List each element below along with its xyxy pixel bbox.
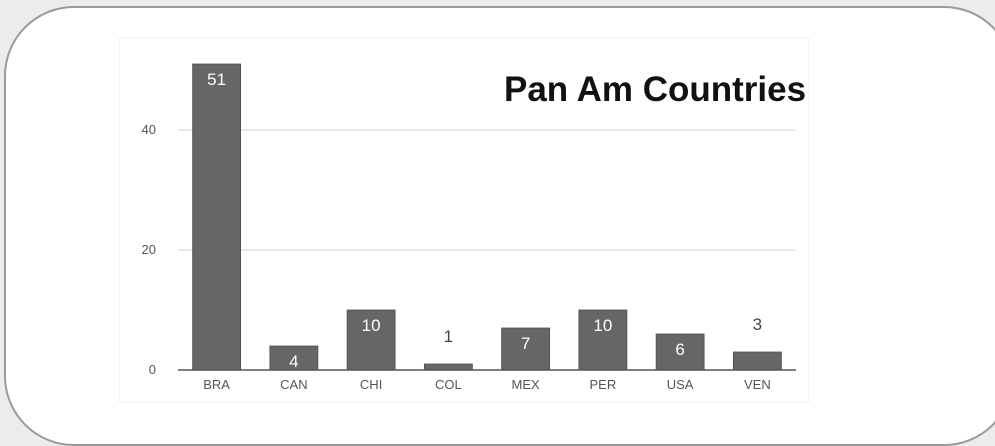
data-labels: 51 4 10 1 7 10 6 3 (207, 70, 762, 371)
data-label: 6 (675, 340, 684, 359)
data-label: 10 (362, 316, 381, 335)
data-label: 3 (753, 315, 762, 334)
bar-chart: 51 4 10 1 7 10 6 3 0 20 40 BRA CAN CHI COL MEX PER USA VE… (142, 63, 806, 392)
x-tick-label: MEX (512, 377, 541, 392)
chart-title: Pan Am Countries (504, 70, 806, 109)
gridlines (178, 129, 796, 251)
bar-bra (192, 63, 242, 371)
y-tick-label: 20 (142, 242, 156, 257)
bars (192, 63, 782, 371)
x-tick-label: COL (435, 377, 462, 392)
data-label: 1 (444, 327, 453, 346)
x-tick-label: CHI (360, 377, 382, 392)
x-tick-label: VEN (744, 377, 771, 392)
bar-col (423, 363, 473, 371)
bar-ven (732, 351, 782, 371)
axes: 0 20 40 BRA CAN CHI COL MEX PER USA VEN (142, 122, 796, 392)
data-label: 7 (521, 334, 530, 353)
x-tick-label: CAN (280, 377, 307, 392)
x-tick-label: USA (667, 377, 694, 392)
bar-can (269, 345, 319, 371)
x-tick-label: PER (590, 377, 617, 392)
y-tick-label: 0 (149, 362, 156, 377)
data-label: 51 (207, 70, 226, 89)
y-tick-label: 40 (142, 122, 156, 137)
data-label: 10 (593, 316, 612, 335)
data-label: 4 (289, 352, 298, 371)
x-tick-label: BRA (203, 377, 230, 392)
